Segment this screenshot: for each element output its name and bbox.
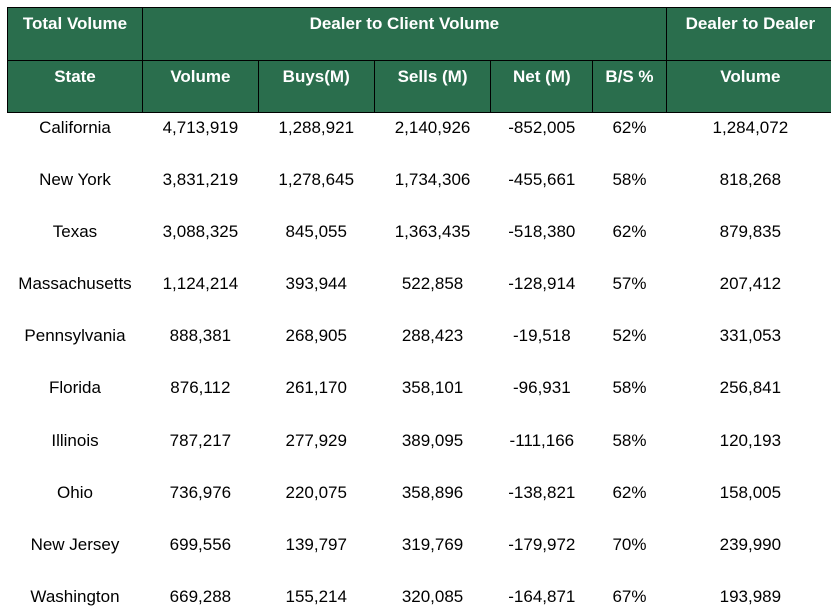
table-row: Washington 669,288 155,214 320,085 -164,871 6…	[8, 582, 831, 607]
cell-sells: 320,085	[401, 587, 464, 607]
table-row: Pennsylvania 888,381 268,905 288,423 -19,518…	[8, 321, 831, 373]
cell-bs-pct: 58%	[612, 169, 647, 189]
cell-bs-pct: 58%	[612, 378, 647, 398]
cell-dealer-volume: 256,841	[719, 378, 782, 398]
cell-buys: 845,055	[285, 221, 347, 241]
volume-table: Total Volume Dealer to Client Volume Dea…	[7, 7, 831, 607]
cell-net: -455,661	[508, 169, 576, 189]
cell-state: Florida	[49, 378, 101, 398]
header-dealer-to-client: Dealer to Client Volume	[141, 7, 667, 61]
cell-volume: 3,831,219	[162, 169, 239, 189]
cell-sells: 288,423	[401, 326, 464, 346]
cell-dealer-volume: 120,193	[719, 430, 782, 450]
cell-net: -138,821	[508, 482, 576, 502]
cell-sells: 522,858	[401, 274, 464, 294]
cell-net: -852,005	[508, 118, 576, 137]
table-header: Total Volume Dealer to Client Volume Dea…	[7, 7, 831, 113]
cell-state: Ohio	[57, 482, 93, 502]
cell-state: Illinois	[51, 430, 99, 450]
cell-state: Texas	[52, 221, 98, 241]
cell-buys: 393,944	[285, 274, 347, 294]
cell-buys: 155,214	[285, 587, 347, 607]
column-header-sells: Sells (M)	[373, 60, 492, 113]
cell-sells: 2,140,926	[394, 118, 471, 137]
table-row: California 4,713,919 1,288,921 2,140,926 -85…	[8, 113, 831, 165]
cell-bs-pct: 70%	[612, 535, 647, 554]
cell-buys: 139,797	[285, 535, 347, 554]
cell-sells: 1,363,435	[394, 221, 471, 241]
cell-volume: 699,556	[169, 535, 232, 554]
cell-buys: 261,170	[285, 378, 347, 398]
cell-buys: 1,288,921	[278, 118, 355, 137]
column-header-state: State	[7, 60, 143, 113]
cell-net: -96,931	[513, 378, 571, 398]
column-header-bs-pct: B/S %	[592, 60, 667, 113]
cell-dealer-volume: 879,835	[719, 221, 782, 241]
cell-buys: 220,075	[285, 482, 347, 502]
cell-bs-pct: 62%	[612, 482, 647, 502]
cell-net: -518,380	[508, 221, 576, 241]
cell-state: California	[39, 118, 111, 137]
cell-state: Pennsylvania	[24, 326, 126, 346]
cell-buys: 1,278,645	[278, 169, 355, 189]
table-row: Florida 876,112 261,170 358,101 -96,931 58% 25…	[8, 373, 831, 425]
cell-volume: 876,112	[170, 378, 231, 398]
cell-sells: 1,734,306	[394, 169, 471, 189]
cell-state: Washington	[30, 587, 120, 607]
cell-dealer-volume: 1,284,072	[712, 118, 789, 137]
column-header-buys: Buys(M)	[257, 60, 375, 113]
cell-buys: 277,929	[285, 430, 347, 450]
cell-dealer-volume: 207,412	[719, 274, 782, 294]
cell-volume: 669,288	[169, 587, 232, 607]
cell-bs-pct: 58%	[612, 430, 647, 450]
header-row-groups: Total Volume Dealer to Client Volume Dea…	[7, 7, 831, 61]
header-row-columns: State Volume Buys(M) Sells (M) Net (M) B/S % V…	[7, 60, 831, 113]
cell-volume: 736,976	[169, 482, 232, 502]
cell-bs-pct: 67%	[612, 587, 647, 607]
cell-net: -19,518	[513, 326, 571, 346]
cell-volume: 1,124,214	[162, 274, 239, 294]
column-header-net: Net (M)	[490, 60, 594, 113]
cell-dealer-volume: 193,989	[719, 587, 782, 607]
cell-net: -179,972	[508, 535, 576, 554]
column-header-volume: Volume	[141, 60, 259, 113]
cell-dealer-volume: 818,268	[719, 169, 782, 189]
cell-dealer-volume: 331,053	[719, 326, 782, 346]
cell-net: -111,166	[509, 430, 575, 450]
cell-volume: 4,713,919	[162, 118, 239, 137]
cell-net: -164,871	[508, 587, 576, 607]
table-row: Illinois 787,217 277,929 389,095 -111,166 58%…	[8, 426, 831, 478]
cell-bs-pct: 62%	[612, 118, 647, 137]
cell-buys: 268,905	[285, 326, 347, 346]
cell-volume: 888,381	[169, 326, 232, 346]
cell-dealer-volume: 239,990	[719, 535, 782, 554]
header-total-volume: Total Volume	[7, 7, 143, 61]
cell-sells: 319,769	[401, 535, 464, 554]
cell-state: New York	[39, 169, 111, 189]
table-row: Massachusetts 1,124,214 393,944 522,858 -128…	[8, 269, 831, 321]
table-row: New York 3,831,219 1,278,645 1,734,306 -455,…	[8, 165, 831, 217]
header-dealer-to-dealer: Dealer to Dealer	[665, 7, 831, 61]
cell-net: -128,914	[508, 274, 576, 294]
table-body: California 4,713,919 1,288,921 2,140,926 -85…	[8, 113, 831, 607]
cell-state: New Jersey	[30, 535, 120, 554]
cell-sells: 389,095	[401, 430, 464, 450]
cell-dealer-volume: 158,005	[719, 482, 782, 502]
table-row: New Jersey 699,556 139,797 319,769 -179,972 7…	[8, 530, 831, 582]
cell-sells: 358,101	[401, 378, 464, 398]
cell-volume: 3,088,325	[162, 221, 239, 241]
cell-bs-pct: 57%	[612, 274, 647, 294]
cell-bs-pct: 52%	[612, 326, 647, 346]
cell-volume: 787,217	[169, 430, 232, 450]
table-row: Texas 3,088,325 845,055 1,363,435 -518,380 62…	[8, 217, 831, 269]
table-row: Ohio 736,976 220,075 358,896 -138,821 62% 158,…	[8, 478, 831, 530]
column-header-dealer-volume: Volume	[665, 60, 831, 113]
cell-sells: 358,896	[401, 482, 464, 502]
cell-state: Massachusetts	[18, 274, 132, 294]
cell-bs-pct: 62%	[612, 221, 647, 241]
